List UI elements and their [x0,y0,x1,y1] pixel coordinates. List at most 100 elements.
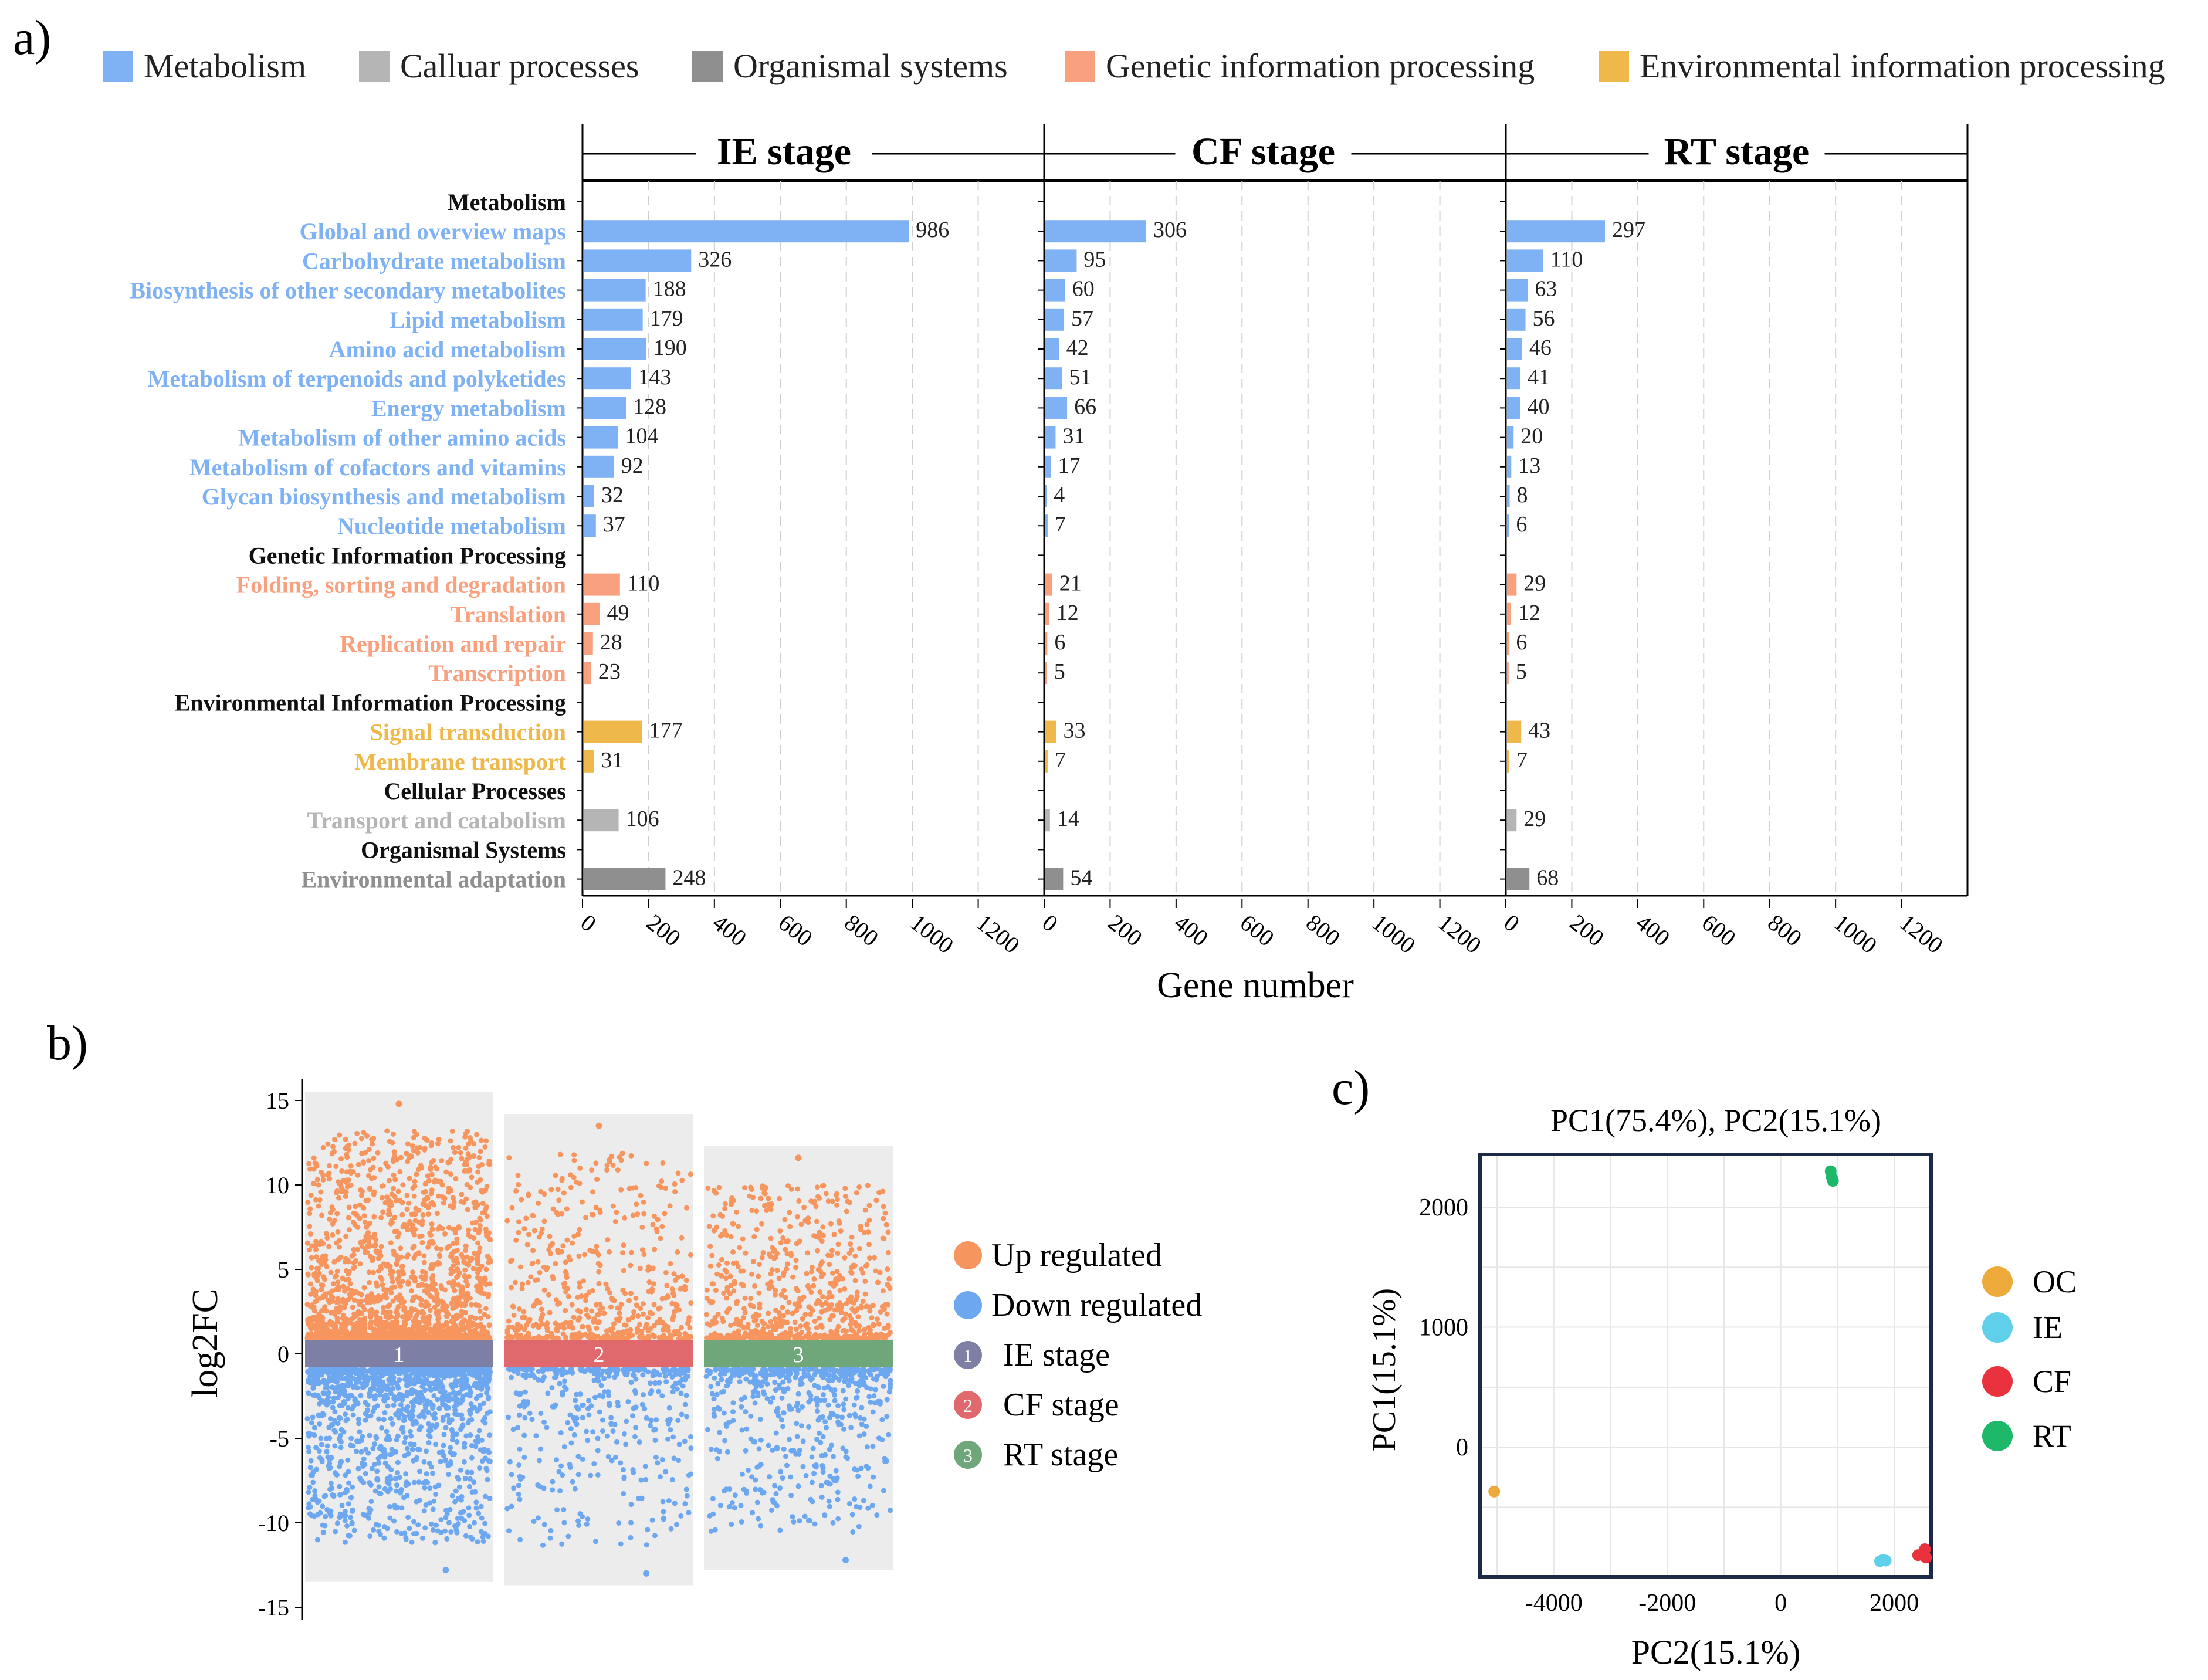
up-point [319,1325,324,1330]
down-point [570,1370,575,1376]
up-point [777,1228,783,1234]
up-point [410,1275,416,1281]
up-point [853,1335,859,1341]
up-point [819,1302,825,1308]
down-point [432,1411,438,1417]
up-point [842,1186,848,1191]
down-point [777,1485,783,1491]
down-point [791,1519,797,1525]
up-point [457,1270,463,1276]
x-tick-label: 0 [575,909,601,937]
up-point [425,1290,431,1296]
down-point [317,1510,323,1516]
up-point [554,1210,560,1215]
up-point [337,1238,343,1244]
up-point [419,1297,425,1303]
down-point [517,1446,523,1452]
up-point [882,1306,888,1312]
up-point [580,1199,585,1205]
down-point [361,1384,367,1390]
x-tick-label: 1000 [906,909,959,959]
pathway-label: Transport and catabolism [307,807,566,834]
down-point [482,1455,488,1461]
bar-value-label: 23 [598,659,621,684]
up-point [424,1325,429,1330]
up-point [556,1197,562,1203]
bar-value-label: 5 [1054,659,1065,684]
up-point [638,1193,644,1198]
x-tick-label: 1000 [1367,909,1421,959]
up-point [805,1326,811,1332]
down-point [591,1377,597,1383]
up-point [724,1288,730,1293]
up-point [483,1226,489,1232]
up-point [662,1322,668,1328]
down-point [595,1435,601,1441]
bar-value-label: 32 [601,483,624,507]
down-point [337,1375,343,1381]
down-point [413,1457,419,1463]
down-point [462,1384,468,1390]
down-point [430,1405,436,1411]
down-point [561,1444,567,1449]
up-point [472,1204,478,1210]
up-point [317,1241,323,1247]
up-point [570,1325,575,1331]
down-point [317,1380,323,1386]
up-point [634,1302,639,1308]
bar-metabolism [1507,249,1543,272]
up-point [435,1226,441,1232]
bar-metabolism [584,308,643,331]
up-point [885,1302,891,1308]
up-point [667,1203,673,1209]
up-point [442,1287,448,1293]
up-point [367,1336,372,1342]
up-point [840,1317,846,1323]
up-point [705,1186,711,1191]
up-point [475,1240,481,1246]
up-point [808,1269,814,1275]
up-point [430,1240,436,1246]
up-point [326,1244,332,1249]
up-point [383,1313,389,1319]
down-point [321,1377,327,1383]
up-point [756,1262,762,1268]
x-tick-label: 200 [1103,909,1147,951]
down-point [332,1408,338,1414]
down-point [547,1535,553,1541]
up-point [679,1177,685,1183]
down-point [333,1389,338,1395]
up-point [332,1274,338,1280]
down-point [391,1402,397,1408]
up-point [645,1315,651,1321]
down-point [358,1449,364,1455]
up-point [526,1334,531,1340]
up-point [766,1195,771,1201]
up-point [465,1282,470,1288]
down-point [683,1374,689,1380]
up-point [422,1203,428,1208]
up-point [683,1205,689,1211]
down-point [455,1496,461,1502]
up-point [323,1308,329,1314]
down-point [865,1505,871,1511]
up-point [485,1314,491,1320]
up-point [326,1163,332,1168]
down-point [482,1520,488,1526]
up-point [428,1166,434,1172]
down-point [715,1381,721,1387]
up-point [818,1273,824,1279]
down-point [409,1539,415,1545]
up-point [335,1279,341,1285]
down-point [324,1397,330,1403]
down-point [509,1472,514,1478]
up-point [728,1282,734,1288]
up-point [808,1306,814,1312]
down-point [835,1489,841,1495]
up-point [511,1312,517,1318]
down-point [454,1530,460,1536]
up-point [351,1252,357,1258]
down-point [341,1400,347,1406]
down-point [652,1427,658,1432]
up-point [386,1207,392,1213]
